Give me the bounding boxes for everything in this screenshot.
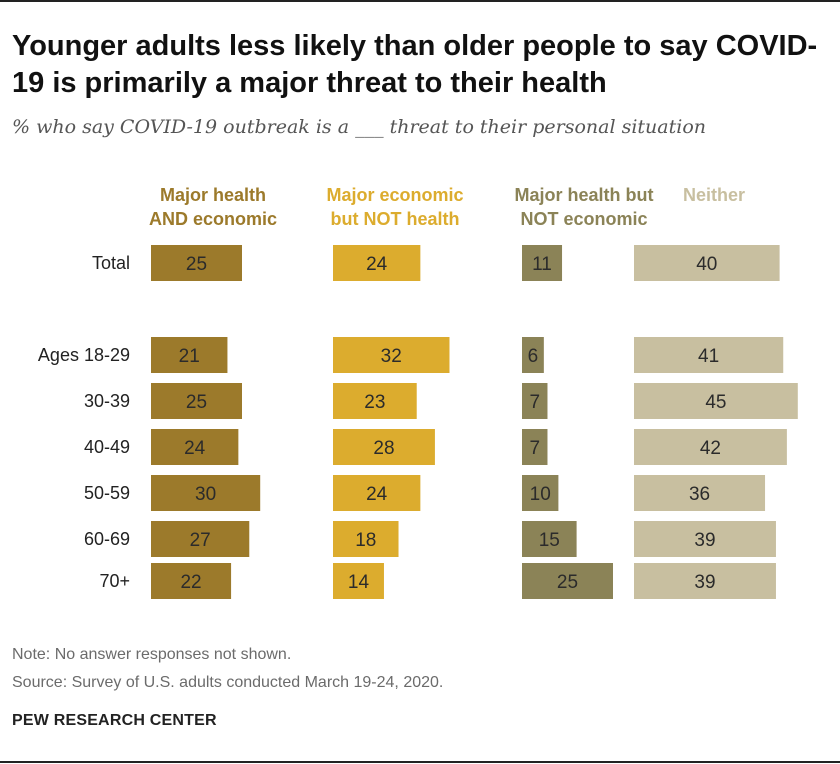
series-label-line: but NOT health — [331, 209, 460, 229]
data-label: 30 — [195, 484, 216, 505]
bar — [522, 245, 563, 281]
data-label: 6 — [528, 346, 539, 367]
bar — [634, 475, 766, 511]
bar — [333, 563, 384, 599]
bar — [333, 337, 450, 373]
bar — [522, 429, 548, 465]
top-rule — [0, 0, 840, 2]
chart-subtitle: % who say COVID-19 outbreak is a ___ thr… — [12, 116, 707, 138]
bar — [333, 383, 417, 419]
series-label-line: Major economic — [326, 185, 463, 205]
data-label: 7 — [529, 438, 540, 459]
data-label: 40 — [696, 254, 717, 275]
data-label: 25 — [186, 254, 207, 275]
category-label: 50-59 — [84, 483, 130, 503]
category-label: Total — [92, 253, 130, 273]
category-label: 30-39 — [84, 391, 130, 411]
data-label: 39 — [694, 530, 715, 551]
data-label: 14 — [348, 572, 370, 593]
data-label: 28 — [373, 438, 394, 459]
series-label-line: Major health — [160, 185, 266, 205]
bar-chart: Major health AND economic Major economic bu… — [38, 185, 798, 599]
data-label: 41 — [698, 346, 719, 367]
category-label: Ages 18-29 — [38, 345, 130, 365]
bar — [151, 245, 242, 281]
bar — [151, 383, 242, 419]
category-label: 40-49 — [84, 437, 130, 457]
bar — [634, 521, 776, 557]
data-label: 11 — [532, 254, 552, 275]
bar — [634, 563, 776, 599]
series-label-line: Major health but — [515, 185, 654, 205]
chart-title: Younger adults less likely than older pe… — [12, 30, 818, 99]
org-name: PEW RESEARCH CENTER — [12, 712, 217, 729]
data-label: 24 — [184, 438, 206, 459]
bar — [151, 337, 228, 373]
data-label: 24 — [366, 254, 388, 275]
data-label: 25 — [186, 392, 207, 413]
data-label: 27 — [190, 530, 211, 551]
data-label: 45 — [705, 392, 726, 413]
data-label: 24 — [366, 484, 388, 505]
bar — [522, 337, 544, 373]
data-label: 25 — [557, 572, 578, 593]
category-label: 70+ — [99, 571, 130, 591]
bar — [634, 429, 787, 465]
series-label-line: AND economic — [149, 209, 277, 229]
data-label: 22 — [180, 572, 201, 593]
series-label: Major health but NOT economic — [515, 185, 654, 229]
bar — [333, 521, 399, 557]
bar — [634, 383, 798, 419]
bar — [333, 475, 421, 511]
bar — [522, 475, 559, 511]
data-label: 39 — [694, 572, 715, 593]
data-label: 18 — [355, 530, 376, 551]
bar — [522, 521, 577, 557]
bar — [333, 429, 435, 465]
bottom-rule — [0, 761, 840, 763]
bar — [151, 429, 239, 465]
bar — [151, 563, 232, 599]
category-label: 60-69 — [84, 529, 130, 549]
data-label: 23 — [364, 392, 385, 413]
series-label: Neither — [683, 185, 745, 205]
data-label: 32 — [381, 346, 402, 367]
data-label: 36 — [689, 484, 710, 505]
data-label: 42 — [700, 438, 721, 459]
data-label: 10 — [530, 484, 551, 505]
bar — [522, 563, 613, 599]
data-label: 15 — [539, 530, 560, 551]
series-label-line: Neither — [683, 185, 745, 205]
bar — [151, 475, 261, 511]
data-label: 7 — [529, 392, 540, 413]
bar — [522, 383, 548, 419]
series-label: Major economic but NOT health — [326, 185, 463, 229]
bar — [634, 337, 784, 373]
bar — [333, 245, 421, 281]
data-label: 21 — [179, 346, 200, 367]
bar — [151, 521, 250, 557]
series-label-line: NOT economic — [520, 209, 647, 229]
bar — [634, 245, 780, 281]
series-label: Major health AND economic — [149, 185, 277, 229]
chart-source: Source: Survey of U.S. adults conducted … — [12, 674, 444, 691]
chart-note: Note: No answer responses not shown. — [12, 646, 292, 663]
